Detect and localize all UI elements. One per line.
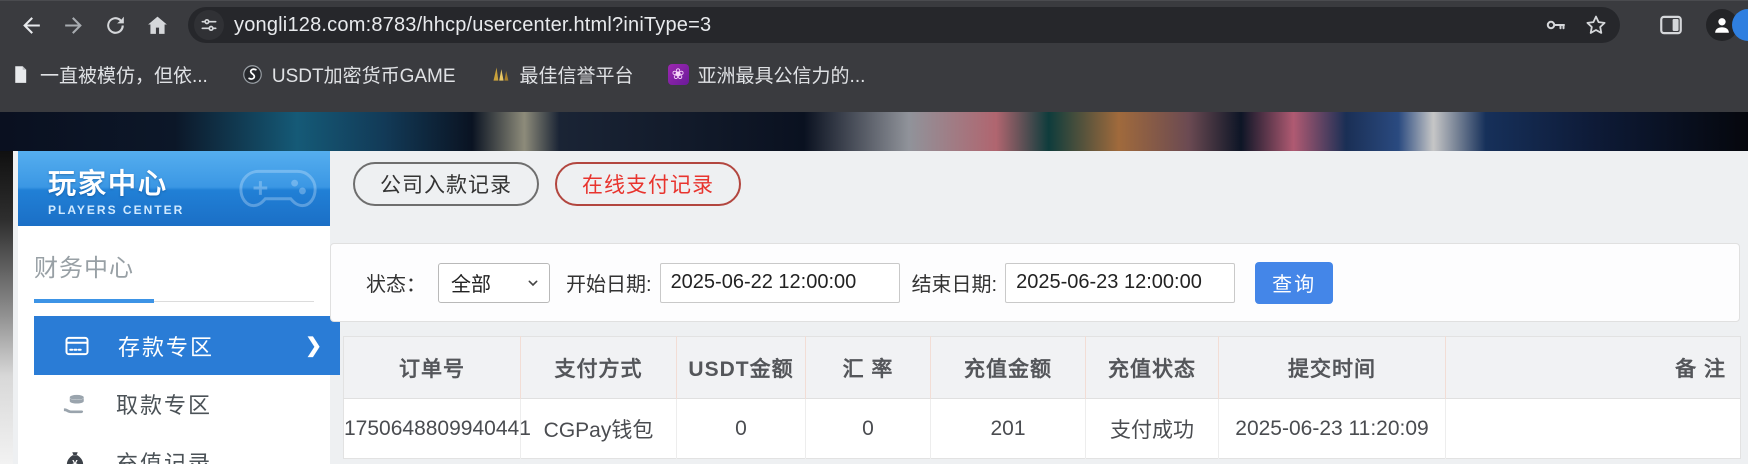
- page-icon: [10, 64, 31, 85]
- start-date-label: 开始日期:: [566, 274, 652, 296]
- section-divider: [34, 299, 314, 304]
- status-label: 状态：: [366, 274, 426, 296]
- cell-submit-time: 2025-06-23 11:20:09: [1218, 398, 1446, 459]
- reload-icon: [106, 16, 124, 34]
- header-pay-method: 支付方式: [520, 336, 677, 399]
- site-settings-icon: [201, 19, 217, 32]
- withdraw-hand-icon: [60, 389, 90, 419]
- status-select[interactable]: 全部: [438, 262, 550, 303]
- cell-exchange-rate: 0: [805, 398, 931, 459]
- sidebar-item-label: 充值记录: [116, 451, 213, 464]
- table-row: 1750648809940441 CGPay钱包 0 0 201 支付成功 20…: [343, 398, 1741, 459]
- bookmark-label: USDT加密货币GAME: [271, 65, 456, 87]
- cell-remark: [1445, 398, 1741, 459]
- bookmark-label: 最佳信誉平台: [519, 65, 634, 87]
- url-text: yongli128.com:8783/hhcp/usercenter.html?…: [234, 13, 712, 36]
- back-icon: [22, 16, 40, 34]
- sidebar-item-withdraw[interactable]: 取款专区: [18, 375, 330, 433]
- cell-usdt-amount: 0: [676, 398, 806, 459]
- gamepad-icon: [239, 169, 317, 208]
- bookmark-item[interactable]: ❀ 亚洲最具公信力的...: [667, 61, 866, 88]
- tab-online-payment-records[interactable]: 在线支付记录: [555, 162, 741, 206]
- header-submit-time: 提交时间: [1218, 336, 1446, 399]
- end-date-input[interactable]: [1005, 262, 1236, 303]
- svg-text:¥: ¥: [72, 459, 78, 464]
- page-content: 玩家中心 PLAYERS CENTER 财务中心 存款专区 ❯: [0, 151, 1748, 464]
- search-button[interactable]: 查询: [1255, 261, 1334, 304]
- reload-button[interactable]: [97, 7, 133, 43]
- profile-button[interactable]: [1706, 9, 1738, 41]
- url-bar[interactable]: yongli128.com:8783/hhcp/usercenter.html?…: [188, 7, 1620, 43]
- browser-toolbar: yongli128.com:8783/hhcp/usercenter.html?…: [0, 1, 1748, 49]
- site-settings-button[interactable]: [194, 10, 224, 40]
- bookmark-star-icon[interactable]: [1584, 13, 1608, 37]
- sidebar-item-label: 存款专区: [118, 334, 215, 360]
- bookmark-item[interactable]: USDT加密货币GAME: [242, 61, 456, 88]
- tab-company-deposit-records[interactable]: 公司入款记录: [353, 162, 539, 206]
- players-center-banner: 玩家中心 PLAYERS CENTER: [18, 151, 330, 226]
- header-remark: 备 注: [1445, 336, 1741, 399]
- password-key-icon[interactable]: [1544, 13, 1568, 37]
- bookmark-label: 亚洲最具公信力的...: [697, 65, 866, 87]
- sidebar-section-title: 财务中心: [34, 255, 134, 282]
- cell-pay-method: CGPay钱包: [520, 398, 677, 459]
- bookmark-item[interactable]: 一直被模仿，但依...: [10, 61, 208, 88]
- header-usdt-amount: USDT金额: [676, 336, 806, 399]
- browser-chrome: yongli128.com:8783/hhcp/usercenter.html?…: [0, 0, 1748, 112]
- home-button[interactable]: [139, 7, 175, 43]
- game-globe-icon: [242, 64, 263, 85]
- profile-icon: [1715, 18, 1729, 33]
- header-exchange-rate: 汇 率: [805, 336, 931, 399]
- deposit-card-icon: [62, 331, 92, 361]
- forward-icon: [64, 16, 82, 34]
- bookmark-label: 一直被模仿，但依...: [40, 65, 208, 87]
- forward-button[interactable]: [55, 7, 91, 43]
- start-date-input[interactable]: [659, 262, 900, 303]
- sidebar-title: 玩家中心: [48, 168, 169, 199]
- hero-banner-image: [0, 112, 1748, 151]
- chevron-down-icon: [528, 280, 538, 286]
- cell-amount: 201: [930, 398, 1086, 459]
- header-status: 充值状态: [1085, 336, 1219, 399]
- table-header-row: 订单号 支付方式 USDT金额 汇 率 充值金额 充值状态 提交时间 备 注: [343, 336, 1741, 399]
- home-icon: [147, 16, 167, 34]
- back-button[interactable]: [13, 7, 49, 43]
- header-order-no: 订单号: [343, 336, 521, 399]
- profile-accent-circle[interactable]: [1732, 9, 1748, 41]
- sidebar-item-recharge-records[interactable]: ¥ 充值记录: [18, 433, 330, 464]
- sidebar-subtitle: PLAYERS CENTER: [48, 203, 185, 217]
- sidebar-item-deposit[interactable]: 存款专区 ❯: [34, 316, 340, 375]
- record-tabs: 公司入款记录 在线支付记录: [353, 162, 741, 206]
- bookmark-item[interactable]: 最佳信誉平台: [490, 61, 634, 88]
- left-edge-shade: [0, 151, 13, 464]
- cell-order-no: 1750648809940441: [343, 398, 531, 459]
- gold-badge-icon: [490, 64, 511, 85]
- side-panel-icon: [1660, 15, 1682, 35]
- chevron-right-icon: ❯: [305, 335, 322, 357]
- side-panel-button[interactable]: [1653, 7, 1689, 43]
- end-date-label: 结束日期:: [911, 274, 998, 296]
- payment-records-table: 订单号 支付方式 USDT金额 汇 率 充值金额 充值状态 提交时间 备 注 1…: [343, 336, 1741, 459]
- money-bag-icon: ¥: [60, 447, 90, 464]
- sidebar-item-label: 取款专区: [116, 393, 213, 418]
- tab-label: 在线支付记录: [582, 174, 714, 197]
- tab-label: 公司入款记录: [380, 174, 512, 197]
- bookmarks-bar: 一直被模仿，但依... USDT加密货币GAME 最佳信誉平台: [0, 49, 1748, 99]
- filter-panel: 状态： 全部 开始日期: 结束日期: 查询: [330, 243, 1740, 322]
- cell-status: 支付成功: [1085, 398, 1219, 459]
- sidebar: 玩家中心 PLAYERS CENTER 财务中心 存款专区 ❯: [18, 151, 340, 464]
- header-amount: 充值金额: [930, 336, 1086, 399]
- purple-flower-icon: ❀: [667, 63, 689, 85]
- status-select-value: 全部: [451, 274, 491, 296]
